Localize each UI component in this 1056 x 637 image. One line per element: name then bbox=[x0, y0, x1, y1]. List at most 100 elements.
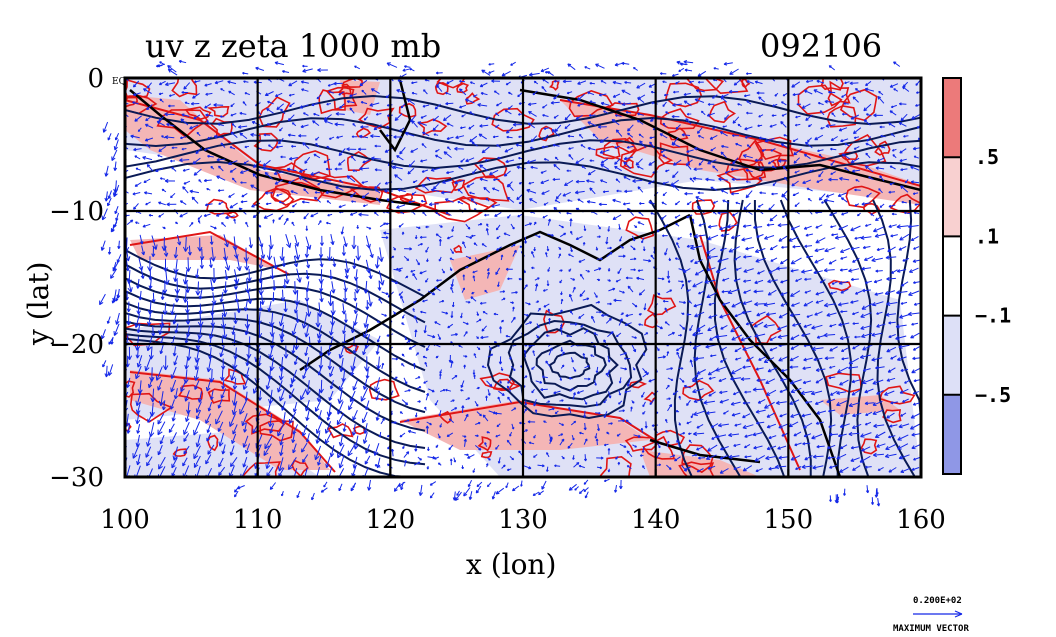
vorticity-contour bbox=[436, 78, 466, 89]
wind-vector bbox=[660, 215, 667, 220]
wind-vector bbox=[148, 346, 154, 360]
wind-vector bbox=[245, 443, 251, 454]
wind-vector bbox=[823, 332, 836, 338]
wind-vector bbox=[721, 144, 729, 148]
wind-vector bbox=[274, 179, 284, 185]
vorticity-contour bbox=[825, 372, 862, 393]
wind-vector bbox=[204, 203, 213, 207]
wind-vector bbox=[269, 323, 275, 337]
wind-vector bbox=[107, 190, 112, 200]
wind-vector bbox=[824, 247, 836, 253]
wind-vector bbox=[173, 247, 179, 259]
wind-vector bbox=[116, 288, 121, 299]
wind-vector bbox=[183, 180, 191, 185]
wind-vector bbox=[505, 81, 511, 86]
wind-vector bbox=[666, 289, 673, 294]
wind-vector bbox=[900, 301, 908, 305]
wind-vector bbox=[266, 108, 274, 114]
wind-vector bbox=[753, 225, 763, 230]
wind-vector bbox=[450, 286, 454, 294]
wind-vector bbox=[445, 388, 452, 392]
wind-vector bbox=[641, 391, 645, 398]
wind-vector bbox=[262, 166, 272, 171]
wind-vector bbox=[710, 147, 716, 152]
wind-vector bbox=[809, 169, 814, 173]
wind-vector bbox=[686, 244, 694, 248]
wind-vector bbox=[899, 313, 910, 319]
wind-vector bbox=[899, 158, 907, 163]
wind-vector bbox=[900, 281, 909, 287]
wind-vector bbox=[551, 129, 560, 137]
wind-vector bbox=[404, 131, 415, 137]
wind-vector bbox=[843, 102, 849, 105]
wind-vector bbox=[518, 277, 522, 281]
wind-vector bbox=[890, 104, 897, 109]
wind-vector bbox=[424, 406, 427, 411]
wind-vector bbox=[802, 422, 813, 429]
wind-vector bbox=[555, 192, 562, 200]
wind-vector bbox=[267, 413, 273, 427]
wind-vector bbox=[454, 179, 465, 185]
wind-vector bbox=[189, 189, 199, 194]
wind-vector bbox=[162, 302, 168, 315]
wind-vector bbox=[707, 465, 716, 470]
wind-vector bbox=[663, 223, 669, 228]
wind-vector bbox=[568, 253, 574, 258]
wind-vector bbox=[664, 321, 670, 326]
wind-vector bbox=[572, 286, 576, 293]
wind-vector bbox=[854, 188, 861, 192]
wind-vector bbox=[864, 165, 874, 173]
wind-vector bbox=[844, 167, 850, 172]
wind-vector bbox=[575, 157, 584, 164]
wind-vector bbox=[244, 257, 250, 271]
wind-vector bbox=[402, 68, 411, 72]
wind-vector bbox=[266, 246, 273, 261]
wind-vector bbox=[896, 224, 909, 229]
wind-vector bbox=[828, 177, 838, 182]
wind-vector bbox=[618, 223, 621, 230]
wind-vector bbox=[743, 279, 751, 283]
wind-vector bbox=[438, 256, 442, 262]
wind-vector bbox=[583, 410, 587, 418]
wind-vector bbox=[338, 434, 344, 447]
wind-vector bbox=[182, 236, 189, 252]
wind-vector bbox=[633, 225, 638, 228]
wind-vector bbox=[638, 133, 644, 138]
wind-vector bbox=[545, 360, 551, 367]
wind-vector bbox=[659, 72, 667, 76]
wind-vector bbox=[560, 351, 565, 357]
wind-vector bbox=[343, 290, 348, 302]
wind-vector bbox=[401, 399, 409, 406]
wind-vector bbox=[415, 376, 421, 380]
wind-vector bbox=[462, 435, 467, 438]
wind-vector bbox=[183, 422, 190, 435]
wind-vector bbox=[173, 355, 179, 366]
wind-vector bbox=[838, 280, 849, 285]
wind-vector bbox=[273, 256, 278, 270]
wind-vector bbox=[423, 380, 428, 384]
wind-vector bbox=[486, 431, 491, 434]
wind-vector bbox=[185, 301, 190, 314]
wind-vector bbox=[745, 72, 752, 76]
wind-vector bbox=[719, 313, 730, 319]
wind-vector bbox=[195, 147, 203, 155]
wind-vector bbox=[707, 369, 717, 376]
wind-vector bbox=[552, 177, 561, 182]
wind-vector bbox=[493, 312, 499, 316]
wind-vector bbox=[362, 432, 368, 444]
wind-vector bbox=[247, 291, 253, 304]
vector-legend: 0.200E+02 MAXIMUM VECTOR bbox=[893, 596, 969, 634]
wind-vector bbox=[141, 245, 146, 256]
wind-vector bbox=[887, 435, 896, 439]
wind-vector bbox=[326, 200, 332, 204]
wind-vector bbox=[911, 322, 919, 326]
wind-vector bbox=[830, 225, 837, 229]
wind-vector bbox=[865, 411, 873, 416]
wind-vector bbox=[364, 455, 371, 465]
wind-vector bbox=[162, 355, 169, 371]
wind-vector bbox=[215, 212, 225, 217]
wind-vector bbox=[440, 190, 451, 195]
wind-vector bbox=[837, 433, 847, 438]
wind-vector bbox=[100, 240, 106, 251]
wind-vector bbox=[482, 311, 488, 315]
